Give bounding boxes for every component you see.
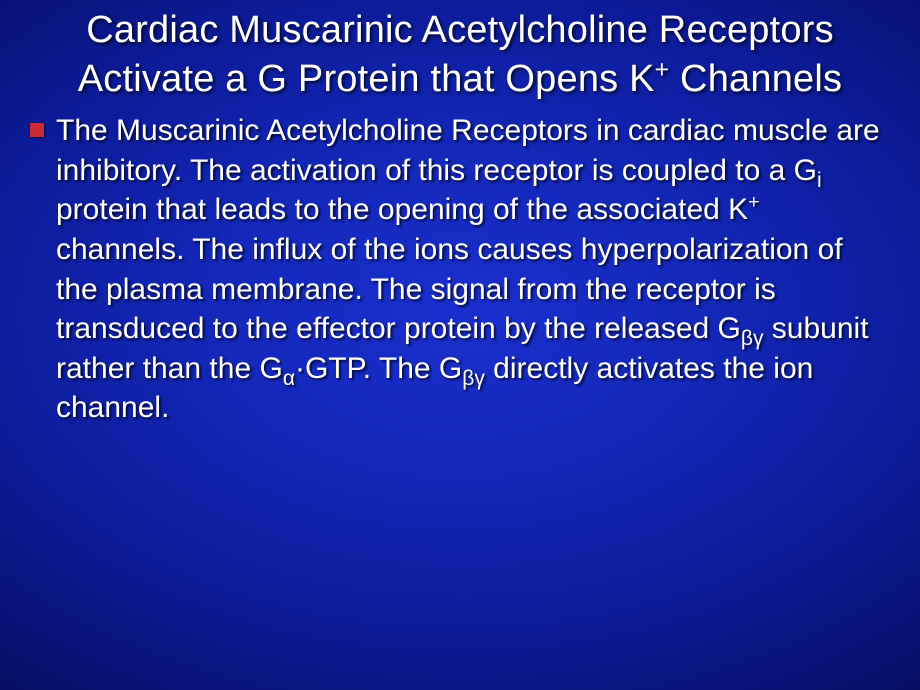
body-block: The Muscarinic Acetylcholine Receptors i… [30,111,890,428]
body-text: The Muscarinic Acetylcholine Receptors i… [56,111,890,428]
bullet-icon [30,123,44,137]
slide-title: Cardiac Muscarinic Acetylcholine Recepto… [30,6,890,103]
slide: Cardiac Muscarinic Acetylcholine Recepto… [0,0,920,690]
